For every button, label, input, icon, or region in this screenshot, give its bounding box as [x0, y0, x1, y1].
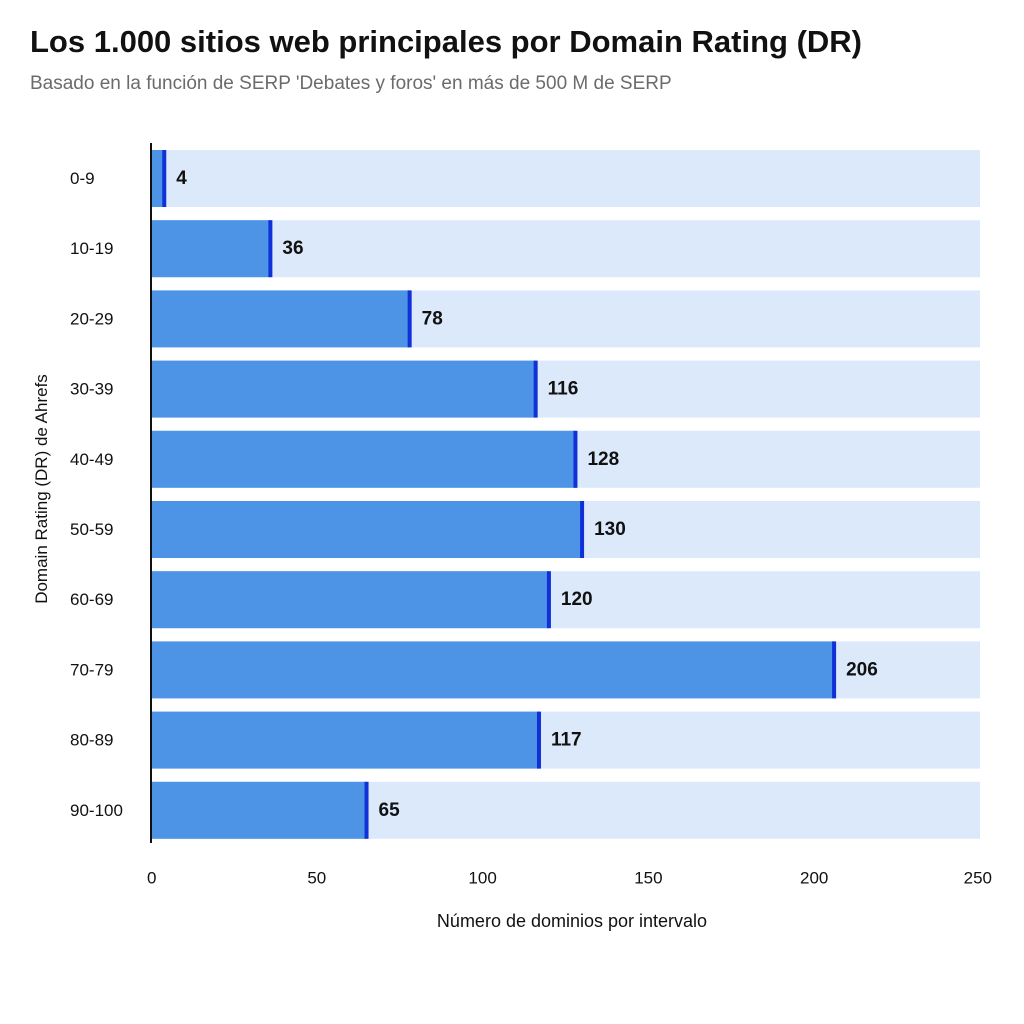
x-tick-label: 150: [634, 869, 662, 888]
bar-end-marker: [536, 711, 541, 769]
x-tick-label: 200: [800, 869, 828, 888]
bar: [151, 150, 165, 207]
bar: [151, 641, 835, 699]
x-axis-label: Número de dominios por intervalo: [436, 911, 708, 931]
category-label: 70-79: [70, 660, 113, 679]
bars: [151, 150, 837, 839]
bar: [151, 290, 410, 348]
bar: [151, 781, 367, 839]
value-label: 65: [379, 800, 401, 821]
value-label: 78: [422, 308, 443, 329]
category-label: 50-59: [70, 520, 113, 539]
bar-background: [151, 220, 980, 278]
category-label: 30-39: [70, 380, 113, 399]
value-label: 128: [587, 449, 619, 470]
bar-end-marker: [546, 571, 551, 629]
bar: [151, 501, 583, 558]
x-tick-label: 0: [147, 869, 156, 888]
value-label: 206: [846, 659, 878, 680]
category-label: 0-9: [70, 169, 95, 188]
value-label: 36: [282, 238, 303, 259]
value-label: 116: [548, 379, 579, 400]
category-label: 90-100: [70, 801, 123, 820]
bar-end-marker: [573, 430, 578, 488]
value-label: 117: [551, 730, 582, 751]
bar: [151, 360, 536, 418]
bar-end-marker: [533, 360, 538, 418]
value-label: 130: [594, 519, 626, 540]
bar-end-marker: [162, 150, 167, 207]
chart-title: Los 1.000 sitios web principales por Dom…: [30, 24, 862, 59]
bar: [151, 571, 549, 629]
category-label: 80-89: [70, 731, 113, 750]
bar-end-marker: [364, 781, 369, 839]
category-label: 20-29: [70, 309, 113, 328]
value-label: 4: [176, 168, 187, 189]
value-label: 120: [561, 589, 593, 610]
bar-background: [151, 150, 980, 207]
category-label: 40-49: [70, 450, 113, 469]
chart-subtitle: Basado en la función de SERP 'Debates y …: [30, 73, 672, 94]
bar-end-marker: [832, 641, 837, 699]
bar: [151, 430, 576, 488]
x-tick-label: 50: [307, 869, 326, 888]
bar: [151, 220, 271, 278]
x-tick-label: 250: [964, 869, 992, 888]
bar-end-marker: [407, 290, 412, 348]
bar-end-marker: [268, 220, 273, 278]
bar-end-marker: [580, 501, 585, 558]
category-label: 60-69: [70, 590, 113, 609]
category-label: 10-19: [70, 239, 113, 258]
bar: [151, 711, 539, 769]
x-tick-label: 100: [468, 869, 496, 888]
labels: 4 0-9 36 10-19 78 20-29 116 30-39 128 40-49 130 50-…: [70, 168, 992, 888]
